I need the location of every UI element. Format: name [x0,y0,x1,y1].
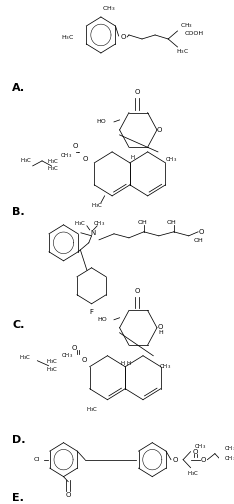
Text: OH: OH [137,220,147,225]
Text: OH: OH [167,220,177,225]
Text: HO: HO [98,317,107,322]
Text: O: O [157,127,162,133]
Text: CH$_3$: CH$_3$ [165,155,177,164]
Text: H$_3$C: H$_3$C [176,47,189,56]
Text: O: O [135,288,140,294]
Text: CH$_3$: CH$_3$ [60,151,72,160]
Text: H: H [120,361,124,366]
Text: H$_3$C: H$_3$C [86,405,98,414]
Text: H$_3$C: H$_3$C [74,219,86,228]
Text: CH$_3$: CH$_3$ [61,351,73,360]
Text: H$_3$C: H$_3$C [61,34,75,42]
Text: N: N [91,230,96,236]
Text: E.: E. [12,492,24,502]
Text: O: O [121,34,126,40]
Text: H: H [126,361,130,366]
Text: O: O [173,457,178,463]
Text: CH$_3$: CH$_3$ [180,22,193,30]
Text: O: O [199,229,205,235]
Text: H$_3$C: H$_3$C [47,157,59,166]
Text: B.: B. [12,207,25,217]
Text: CH$_3$: CH$_3$ [93,219,105,228]
Text: H$_3$C: H$_3$C [46,365,58,374]
Text: O: O [81,357,87,363]
Text: COOH: COOH [185,31,204,36]
Text: O: O [135,89,140,95]
Text: CH$_3$: CH$_3$ [160,362,172,371]
Text: H$_3$C: H$_3$C [47,164,59,173]
Text: H$_3$C: H$_3$C [91,202,103,210]
Text: H$_3$C: H$_3$C [19,353,31,362]
Text: HO: HO [97,119,106,124]
Text: D.: D. [12,434,26,445]
Text: O: O [193,449,198,455]
Text: O: O [82,156,88,162]
Text: H$_3$C: H$_3$C [20,156,33,165]
Text: A.: A. [12,83,25,93]
Text: O: O [72,345,77,351]
Text: O: O [158,324,163,330]
Text: CH$_3$: CH$_3$ [224,454,234,463]
Text: Cl: Cl [34,457,40,462]
Text: O: O [73,143,78,149]
Text: CH$_3$: CH$_3$ [102,5,115,14]
Text: O: O [201,457,206,463]
Text: CH$_3$: CH$_3$ [194,442,206,451]
Text: OH: OH [193,238,203,243]
Text: F: F [90,309,94,315]
Text: C.: C. [12,320,25,330]
Text: O: O [66,491,71,497]
Text: H$_3$C: H$_3$C [187,469,200,478]
Text: H: H [158,330,163,335]
Text: H$_3$C: H$_3$C [46,357,58,366]
Text: CH$_3$: CH$_3$ [224,444,234,453]
Text: H: H [131,155,135,160]
